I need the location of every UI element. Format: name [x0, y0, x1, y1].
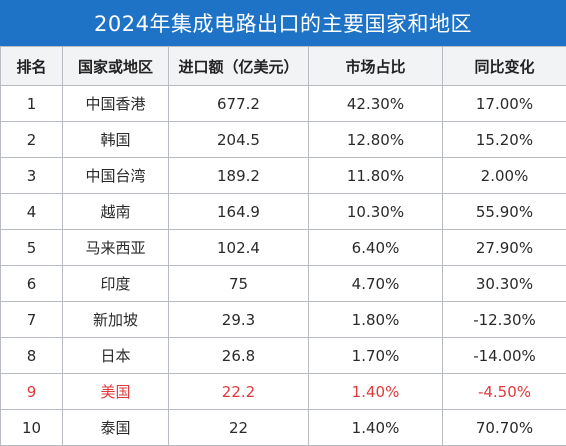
table-body: 1 中国香港 677.2 42.30% 17.00% 2 韩国 204.5 12…	[0, 85, 566, 446]
cell-change: -12.30%	[442, 301, 566, 338]
cell-share: 11.80%	[308, 157, 443, 194]
cell-rank: 6	[0, 265, 63, 302]
cell-region: 中国香港	[62, 85, 169, 122]
cell-region: 新加坡	[62, 301, 169, 338]
cell-region: 美国	[62, 373, 169, 410]
cell-rank: 9	[0, 373, 63, 410]
cell-change: -14.00%	[442, 337, 566, 374]
cell-share: 10.30%	[308, 193, 443, 230]
export-table: 排名 国家或地区 进口额（亿美元） 市场占比 同比变化 1 中国香港 677.2…	[0, 46, 566, 446]
cell-rank: 5	[0, 229, 63, 266]
cell-change: 2.00%	[442, 157, 566, 194]
table-title: 2024年集成电路出口的主要国家和地区	[0, 0, 566, 46]
cell-rank: 7	[0, 301, 63, 338]
table-row-highlighted: 9 美国 22.2 1.40% -4.50%	[0, 373, 566, 410]
cell-region: 泰国	[62, 409, 169, 446]
cell-amount: 75	[168, 265, 309, 302]
cell-change: 55.90%	[442, 193, 566, 230]
cell-region: 越南	[62, 193, 169, 230]
cell-amount: 22.2	[168, 373, 309, 410]
table-row: 10 泰国 22 1.40% 70.70%	[0, 409, 566, 446]
cell-change: -4.50%	[442, 373, 566, 410]
table-row: 2 韩国 204.5 12.80% 15.20%	[0, 121, 566, 158]
table-row: 8 日本 26.8 1.70% -14.00%	[0, 337, 566, 374]
table-row: 4 越南 164.9 10.30% 55.90%	[0, 193, 566, 230]
header-rank: 排名	[0, 46, 63, 86]
cell-amount: 22	[168, 409, 309, 446]
table-row: 1 中国香港 677.2 42.30% 17.00%	[0, 85, 566, 122]
cell-region: 马来西亚	[62, 229, 169, 266]
table-row: 5 马来西亚 102.4 6.40% 27.90%	[0, 229, 566, 266]
cell-region: 中国台湾	[62, 157, 169, 194]
cell-share: 42.30%	[308, 85, 443, 122]
cell-share: 4.70%	[308, 265, 443, 302]
cell-rank: 1	[0, 85, 63, 122]
cell-rank: 2	[0, 121, 63, 158]
cell-change: 30.30%	[442, 265, 566, 302]
header-change: 同比变化	[442, 46, 566, 86]
cell-change: 15.20%	[442, 121, 566, 158]
cell-amount: 102.4	[168, 229, 309, 266]
cell-amount: 26.8	[168, 337, 309, 374]
cell-share: 12.80%	[308, 121, 443, 158]
cell-share: 1.80%	[308, 301, 443, 338]
header-region: 国家或地区	[62, 46, 169, 86]
cell-change: 70.70%	[442, 409, 566, 446]
cell-amount: 189.2	[168, 157, 309, 194]
table-row: 6 印度 75 4.70% 30.30%	[0, 265, 566, 302]
cell-amount: 29.3	[168, 301, 309, 338]
cell-change: 17.00%	[442, 85, 566, 122]
cell-region: 日本	[62, 337, 169, 374]
header-amount: 进口额（亿美元）	[168, 46, 309, 86]
cell-rank: 8	[0, 337, 63, 374]
cell-share: 1.70%	[308, 337, 443, 374]
cell-rank: 4	[0, 193, 63, 230]
table-header: 排名 国家或地区 进口额（亿美元） 市场占比 同比变化	[0, 46, 566, 86]
cell-rank: 3	[0, 157, 63, 194]
table-row: 3 中国台湾 189.2 11.80% 2.00%	[0, 157, 566, 194]
cell-amount: 204.5	[168, 121, 309, 158]
header-share: 市场占比	[308, 46, 443, 86]
cell-region: 印度	[62, 265, 169, 302]
cell-share: 1.40%	[308, 373, 443, 410]
cell-share: 1.40%	[308, 409, 443, 446]
header-row: 排名 国家或地区 进口额（亿美元） 市场占比 同比变化	[0, 46, 566, 86]
cell-amount: 677.2	[168, 85, 309, 122]
table-row: 7 新加坡 29.3 1.80% -12.30%	[0, 301, 566, 338]
cell-rank: 10	[0, 409, 63, 446]
cell-share: 6.40%	[308, 229, 443, 266]
cell-change: 27.90%	[442, 229, 566, 266]
cell-region: 韩国	[62, 121, 169, 158]
cell-amount: 164.9	[168, 193, 309, 230]
